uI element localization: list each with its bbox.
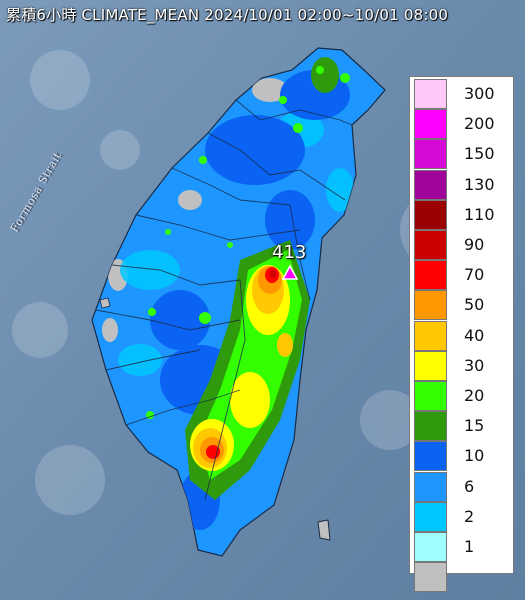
legend-swatch	[414, 320, 447, 351]
legend-swatch	[414, 411, 447, 442]
legend-label: 20	[464, 386, 485, 405]
legend-swatch	[414, 350, 447, 381]
max-rainfall-marker-icon	[281, 264, 299, 280]
taiwan-island	[91, 47, 386, 557]
legend-label: 6	[464, 476, 475, 496]
legend-swatch	[414, 381, 447, 411]
legend-swatch	[414, 169, 447, 200]
legend-swatch	[414, 199, 447, 230]
legend-swatch	[414, 79, 447, 109]
legend-swatch	[414, 501, 447, 532]
legend-swatch	[414, 260, 447, 291]
legend-label: 30	[464, 355, 485, 375]
county-boundaries	[95, 99, 353, 501]
legend-label: 10	[464, 446, 485, 466]
legend-label: 130	[464, 174, 495, 194]
legend-swatch	[414, 290, 447, 321]
legend-label: 2	[464, 506, 475, 526]
legend-swatch	[414, 471, 447, 502]
rain-spots	[146, 66, 350, 419]
legend-label: 15	[464, 416, 485, 436]
legend-label: 110	[464, 204, 495, 224]
legend-swatch	[414, 109, 447, 140]
max-rainfall-label: 413	[272, 242, 307, 263]
legend-swatch	[414, 562, 447, 593]
rain-90mm	[270, 270, 276, 278]
legend-label: 1	[464, 537, 475, 556]
legend-swatch	[414, 441, 447, 472]
legend-label: 70	[464, 265, 485, 285]
legend-swatch	[414, 532, 447, 562]
legend-label: 40	[464, 325, 485, 345]
legend-label: 150	[464, 144, 495, 164]
penghu-islands	[99, 297, 111, 309]
no-rain-areas	[102, 78, 288, 342]
legend-label: 90	[464, 235, 485, 254]
legend-label: 50	[464, 295, 485, 315]
map-title: 累積6小時 CLIMATE_MEAN 2024/10/01 02:00~10/0…	[6, 6, 449, 24]
legend-label: 300	[464, 84, 495, 103]
legend-swatch	[414, 230, 447, 260]
legend-swatch	[414, 139, 447, 170]
legend-label: 200	[464, 114, 495, 134]
green-island	[317, 519, 331, 541]
